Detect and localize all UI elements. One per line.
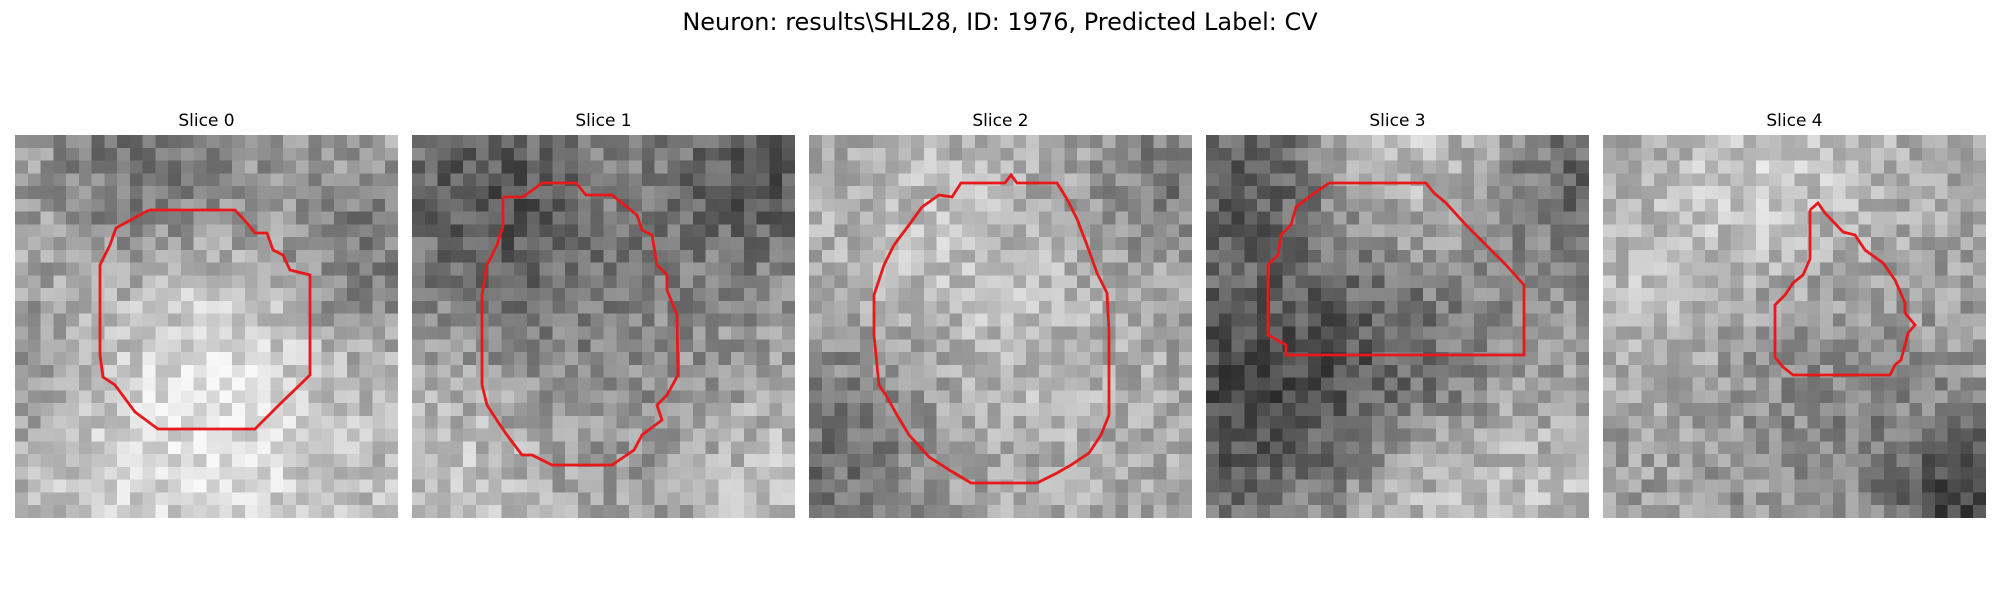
slice-title: Slice 0 [178,111,235,131]
roi-contour [98,208,312,431]
roi-contour [480,181,680,467]
slice-image [15,135,398,518]
grayscale-image [1603,135,1986,518]
figure-title: Neuron: results\SHL28, ID: 1976, Predict… [682,8,1318,36]
slice-panel: Slice 0 [15,108,398,518]
slice-title: Slice 2 [972,111,1029,131]
roi-contour [1266,181,1526,357]
slice-image [809,135,1192,518]
slice-panel: Slice 3 [1206,108,1589,518]
slice-panel: Slice 1 [412,108,795,518]
roi-contour-overlay [1773,200,1917,377]
slice-title: Slice 3 [1369,111,1426,131]
roi-contour-overlay [480,181,680,467]
slice-image [1206,135,1589,518]
slice-image [412,135,795,518]
roi-contour-overlay [1266,181,1526,357]
roi-contour [872,172,1111,485]
slice-title: Slice 4 [1766,111,1823,131]
grayscale-image [412,135,795,518]
roi-contour [1773,200,1917,377]
slice-panel: Slice 4 [1603,108,1986,518]
slice-title: Slice 1 [575,111,632,131]
grayscale-image [15,135,398,518]
roi-contour-overlay [872,172,1111,485]
slice-image [1603,135,1986,518]
roi-contour-overlay [98,208,312,431]
slice-panel: Slice 2 [809,108,1192,518]
